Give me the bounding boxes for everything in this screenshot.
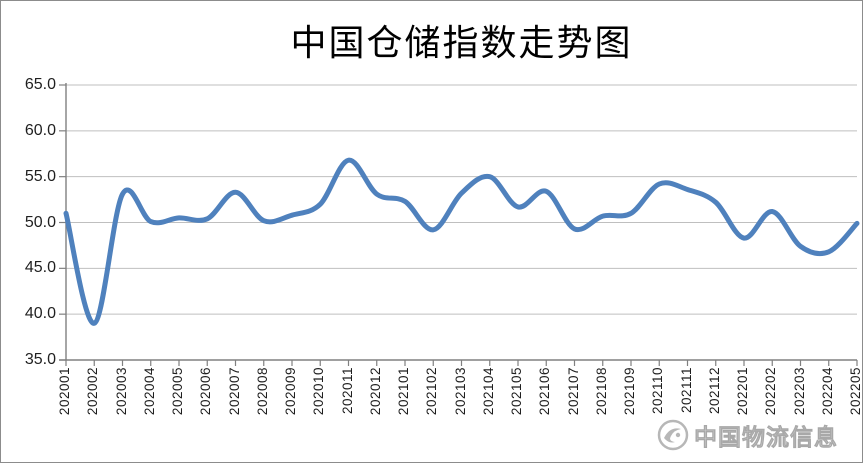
chart-title: 中国仓储指数走势图 [290, 23, 633, 63]
y-tick-label: 50.0 [24, 213, 56, 231]
x-tick-label: 202205 [848, 367, 863, 416]
x-tick-label: 202101 [396, 367, 411, 416]
x-tick-label: 202010 [311, 367, 327, 416]
x-tick-label: 202104 [480, 367, 496, 416]
x-tick-label: 202111 [678, 367, 694, 414]
x-tick-label: 202112 [706, 367, 722, 415]
x-tick-label: 202007 [226, 367, 242, 416]
x-tick-label: 202110 [650, 367, 666, 415]
x-tick-label: 202106 [537, 367, 553, 416]
x-tick-label: 202002 [85, 367, 101, 416]
x-tick-label: 202203 [791, 367, 807, 416]
x-tick-label: 202005 [170, 367, 185, 416]
x-tick-label: 202202 [763, 367, 779, 416]
x-tick-label: 202008 [254, 367, 270, 416]
x-tick-label: 202109 [622, 367, 637, 416]
x-tick-label: 202009 [283, 367, 298, 416]
y-tick-label: 55.0 [24, 167, 56, 185]
y-tick-label: 45.0 [24, 259, 56, 277]
x-tick-label: 202012 [367, 367, 383, 416]
x-tick-label: 202105 [509, 367, 524, 416]
x-tick-label: 202108 [593, 367, 609, 416]
y-tick-label: 60.0 [24, 121, 56, 139]
x-tick-label: 202107 [565, 367, 581, 416]
x-tick-label: 202001 [57, 367, 72, 416]
y-tick-label: 35.0 [24, 351, 56, 368]
x-tick-label: 202004 [141, 367, 157, 416]
x-tick-label: 202011 [339, 367, 355, 415]
x-tick-label: 202102 [424, 367, 440, 416]
x-tick-label: 202201 [735, 367, 750, 416]
x-tick-label: 202204 [819, 367, 835, 416]
x-tick-label: 202103 [452, 367, 468, 416]
y-tick-label: 65.0 [24, 76, 56, 93]
x-tick-label: 202006 [198, 367, 214, 416]
index-series-line [63, 157, 860, 326]
y-tick-label: 40.0 [24, 305, 56, 323]
x-tick-label: 202003 [113, 367, 129, 416]
